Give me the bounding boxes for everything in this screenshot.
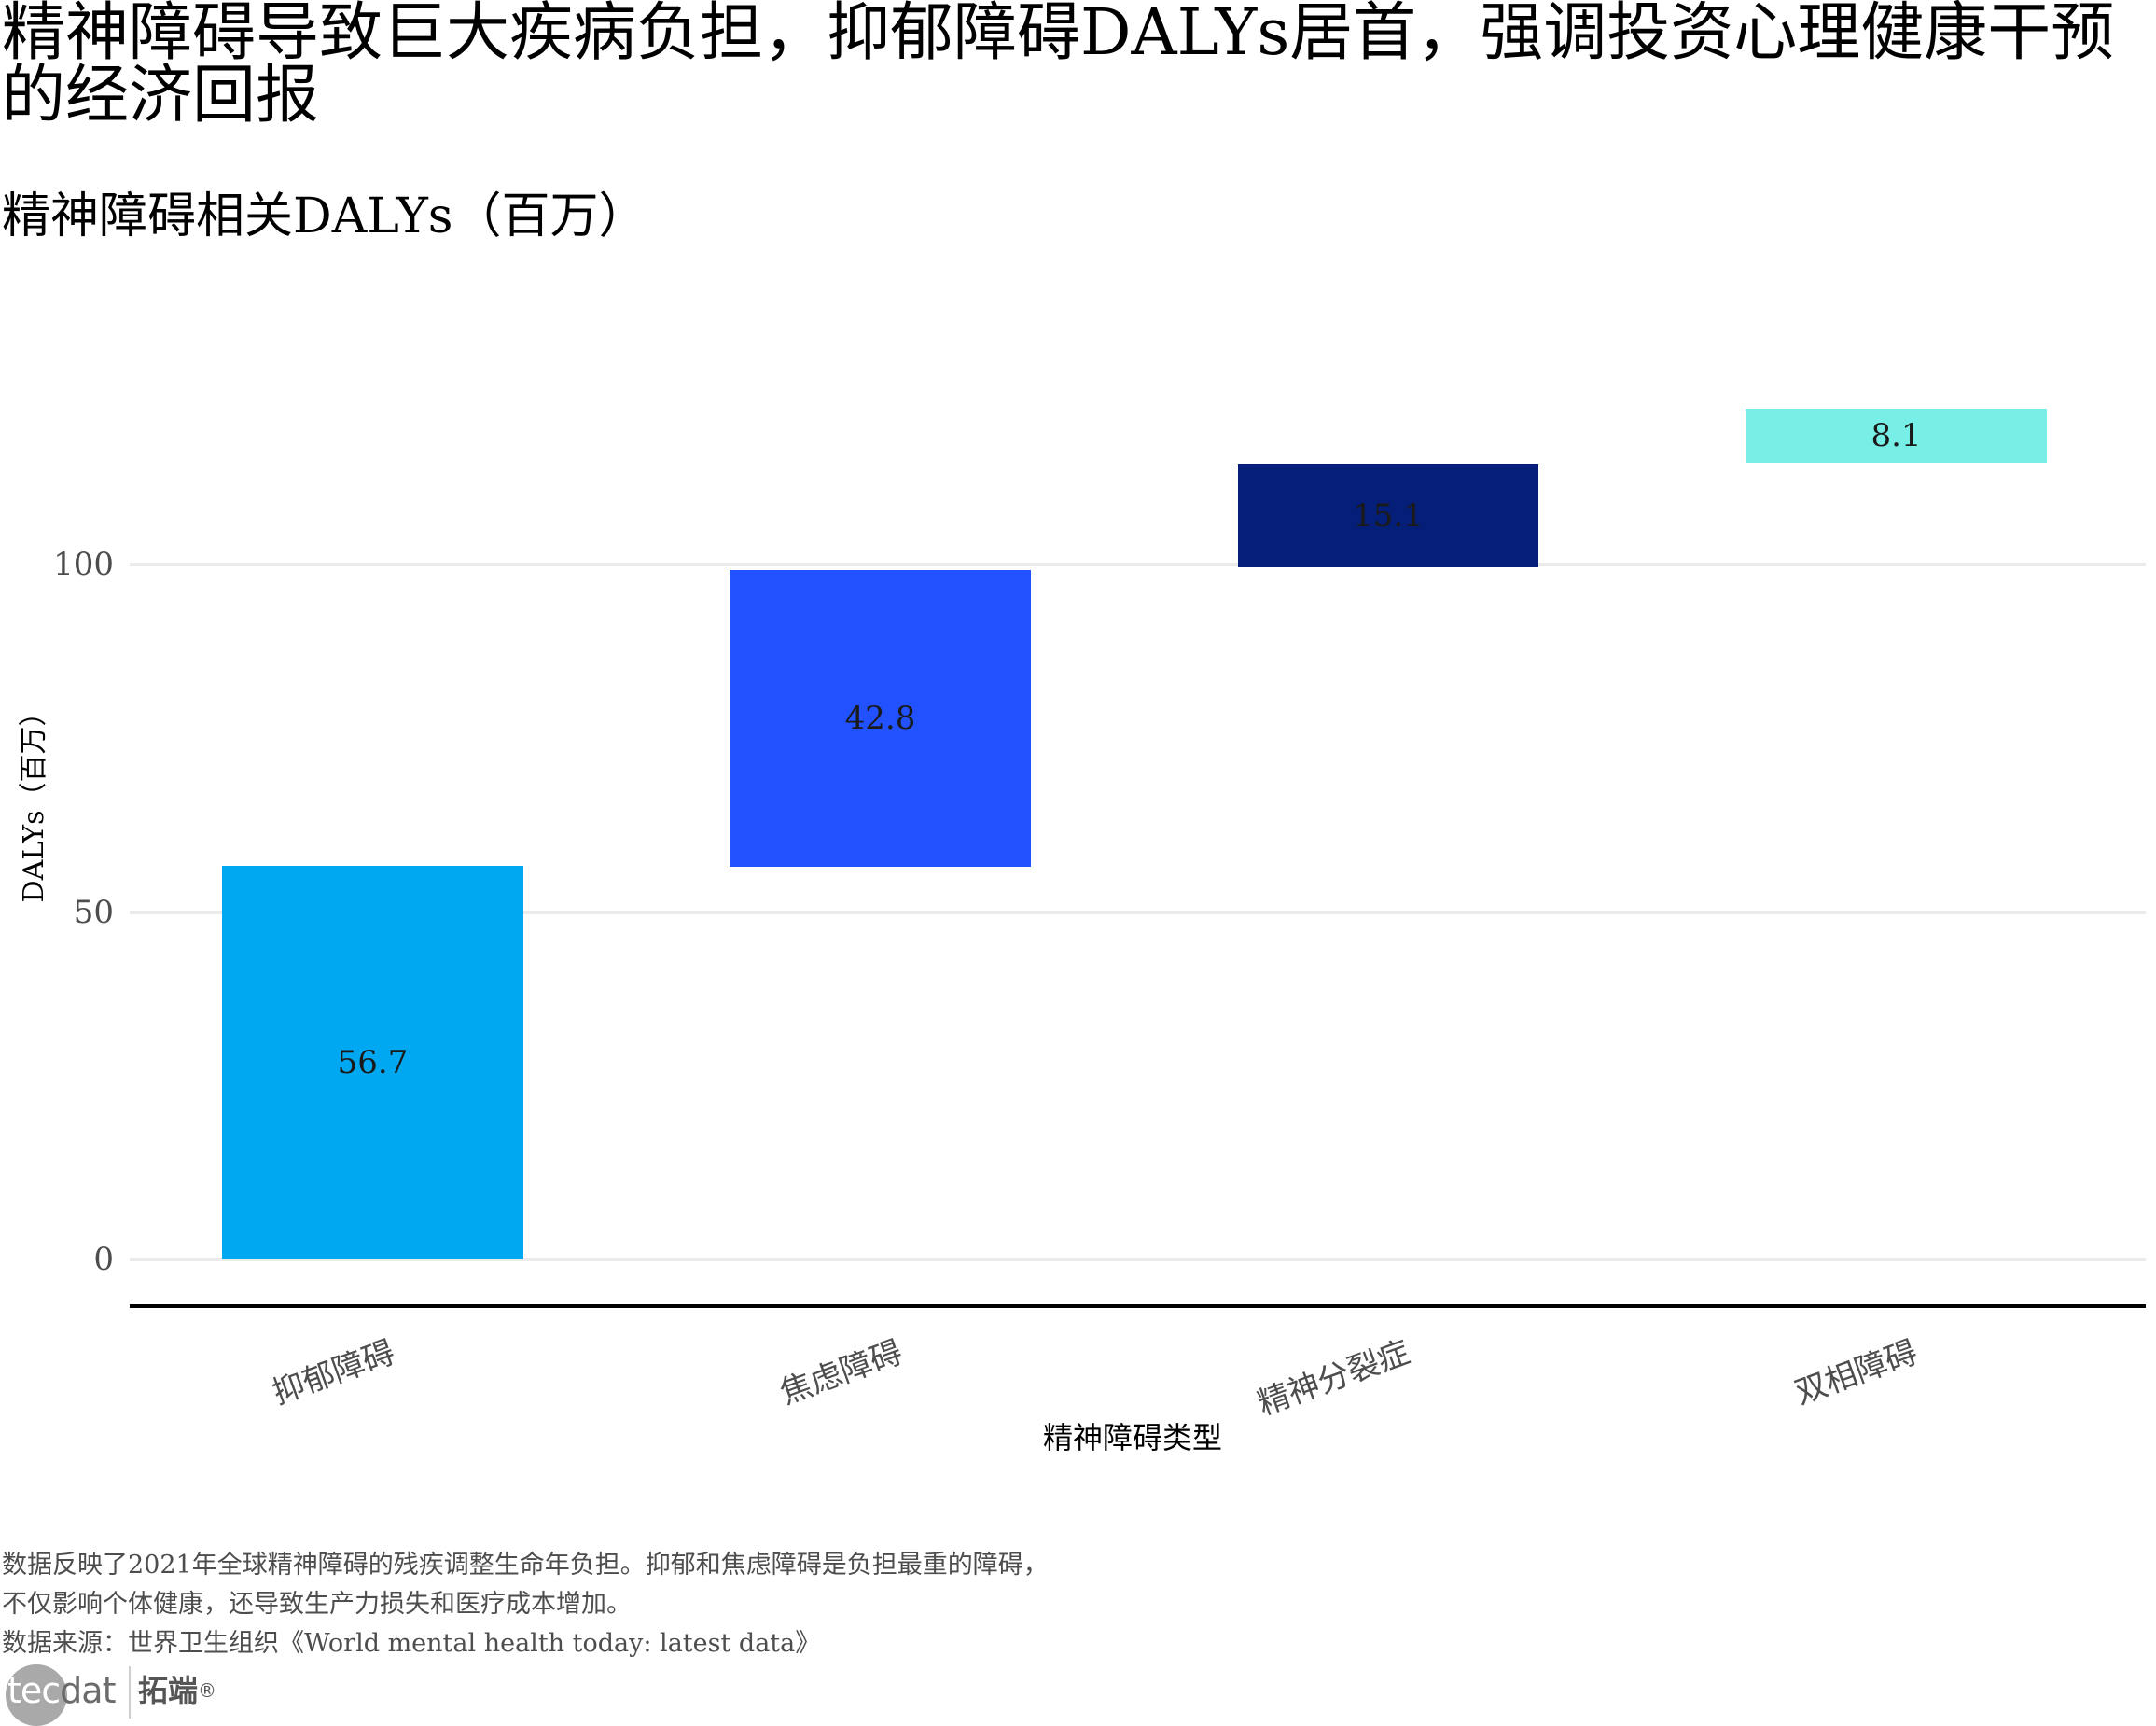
caption-line-1: 数据反映了2021年全球精神障碍的残疾调整生命年负担。抑郁和焦虑障碍是负担最重的… [2,1551,1049,1580]
x-axis-label: 精神障碍类型 [1042,1420,1223,1455]
caption-line-2: 不仅影响个体健康，还导致生产力损失和医疗成本增加。 [2,1590,632,1619]
logo-dat: dat [60,1670,116,1711]
x-category-depression: 抑郁障碍 [267,1333,400,1413]
ytick-0: 0 [93,1241,114,1278]
bar-value-label: 56.7 [337,1043,409,1081]
registered-mark: ® [198,1679,217,1702]
bar-value-label: 8.1 [1871,417,1922,454]
x-category-schizophrenia: 精神分裂症 [1252,1333,1415,1424]
ytick-100: 100 [53,546,114,583]
tecdat-logo: tecdat 拓端® [0,1661,243,1726]
logo-tec: tec [7,1670,61,1711]
gridline-0 [130,1258,2146,1261]
caption-source: 数据来源：世界卫生组织《World mental health today: l… [2,1629,821,1658]
y-axis-label: DALYs（百万） [18,698,50,903]
logo-divider [129,1666,131,1719]
chart-subtitle: 精神障碍相关DALYs（百万） [2,188,647,244]
bar-depression: 56.7 [222,866,523,1259]
logo-chinese-name: 拓端® [138,1674,216,1707]
ytick-50: 50 [73,894,114,931]
logo-circle-icon [6,1664,67,1726]
gridline-50 [130,911,2146,914]
bar-bipolar: 8.1 [1746,409,2047,463]
logo-cn-text: 拓端 [138,1673,199,1708]
bar-anxiety: 42.8 [730,570,1031,867]
chart-title: 精神障碍导致巨大疾病负担，抑郁障碍DALYs居首，强调投资心理健康干预的经济回报 [2,0,2115,132]
bar-value-label: 15.1 [1353,496,1424,535]
gridline-100 [130,563,2146,566]
x-category-bipolar: 双相障碍 [1789,1333,1923,1413]
x-category-anxiety: 焦虑障碍 [774,1333,908,1413]
x-axis-line [130,1304,2146,1308]
bar-schizophrenia: 15.1 [1238,464,1538,567]
bar-value-label: 42.8 [844,700,916,737]
logo-wordmark: tecdat [7,1670,116,1711]
